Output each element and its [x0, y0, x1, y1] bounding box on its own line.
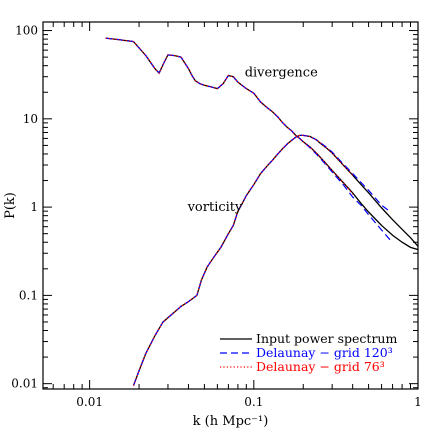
annotation-layer: divergence vorticity — [187, 66, 319, 215]
series-divergence-line — [105, 37, 354, 195]
x-axis-label: k (h Mpc⁻¹) — [193, 414, 269, 429]
y-tick-label: 1 — [30, 200, 38, 214]
y-axis-label: P(k) — [3, 192, 18, 219]
tick-layer: 0.01 0.1 1 0.01 0.1 1 10 100 — [11, 22, 422, 409]
y-tick-label: 100 — [15, 24, 38, 38]
annotation-vorticity: vorticity — [187, 200, 243, 215]
y-tick-label: 10 — [23, 112, 38, 126]
y-tick-label: 0.1 — [19, 288, 38, 302]
legend-label: Delaunay − grid 76³ — [256, 359, 385, 374]
x-tick-label: 0.01 — [76, 395, 103, 409]
x-tick-label: 0.1 — [244, 395, 263, 409]
legend-label: Delaunay − grid 120³ — [256, 345, 393, 360]
plot-frame — [42, 21, 419, 390]
annotation-divergence: divergence — [245, 66, 318, 81]
series-vorticity-line — [132, 134, 354, 386]
y-tick-label: 0.01 — [11, 377, 38, 391]
series-vorticity-line — [132, 134, 391, 386]
x-tick-label: 1 — [414, 395, 422, 409]
series-layer — [105, 37, 418, 386]
legend-label: Input power spectrum — [256, 331, 397, 346]
